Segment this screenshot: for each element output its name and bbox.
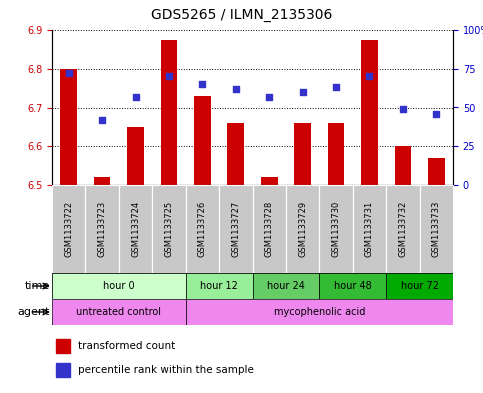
Bar (286, 185, 319, 273)
Point (165, 73, 173, 80)
Text: GDS5265 / ILMN_2135306: GDS5265 / ILMN_2135306 (151, 8, 332, 22)
Bar (119, 185, 152, 273)
Point (432, 110, 440, 117)
Bar (319, 273, 386, 299)
Bar (327, 123, 344, 185)
Bar (395, 146, 411, 185)
Text: untreated control: untreated control (76, 307, 161, 317)
Bar (94, 177, 111, 185)
Bar (52, 185, 85, 273)
Bar (185, 273, 253, 299)
Bar (428, 158, 445, 185)
Bar (294, 123, 311, 185)
Text: GSM1133729: GSM1133729 (298, 201, 307, 257)
Text: hour 48: hour 48 (334, 281, 371, 291)
Bar (127, 127, 144, 185)
Text: GSM1133722: GSM1133722 (64, 201, 73, 257)
Text: hour 0: hour 0 (103, 281, 135, 291)
Bar (185, 185, 219, 273)
Point (265, 94, 273, 100)
Bar (319, 185, 353, 273)
Point (65, 70, 72, 77)
Bar (386, 185, 420, 273)
Point (232, 86, 240, 92)
Text: GSM1133724: GSM1133724 (131, 201, 140, 257)
Text: mycophenolic acid: mycophenolic acid (274, 307, 365, 317)
Text: time: time (25, 281, 50, 291)
Text: hour 24: hour 24 (267, 281, 305, 291)
Text: GSM1133725: GSM1133725 (164, 201, 173, 257)
Bar (56, 363, 70, 376)
Text: GSM1133730: GSM1133730 (331, 201, 341, 257)
Bar (194, 96, 211, 185)
Bar (253, 185, 286, 273)
Text: GSM1133726: GSM1133726 (198, 201, 207, 257)
Bar (56, 338, 70, 353)
Bar (52, 299, 185, 325)
Point (199, 81, 206, 87)
Bar (185, 299, 453, 325)
Bar (85, 185, 119, 273)
Text: hour 72: hour 72 (400, 281, 439, 291)
Bar (152, 185, 185, 273)
Bar (386, 273, 453, 299)
Text: agent: agent (17, 307, 50, 317)
Point (98, 117, 106, 123)
Bar (52, 273, 185, 299)
Text: GSM1133733: GSM1133733 (432, 201, 441, 257)
Bar (420, 185, 453, 273)
Bar (161, 40, 177, 185)
Text: transformed count: transformed count (78, 341, 175, 351)
Bar (353, 185, 386, 273)
Text: GSM1133723: GSM1133723 (98, 201, 107, 257)
Point (366, 73, 373, 80)
Text: GSM1133727: GSM1133727 (231, 201, 240, 257)
Point (332, 84, 340, 90)
Text: GSM1133728: GSM1133728 (265, 201, 274, 257)
Bar (253, 273, 319, 299)
Bar (261, 177, 278, 185)
Point (399, 106, 407, 112)
Bar (219, 185, 253, 273)
Bar (60, 69, 77, 185)
Point (299, 89, 307, 95)
Bar (227, 123, 244, 185)
Point (132, 94, 140, 100)
Text: GSM1133732: GSM1133732 (398, 201, 407, 257)
Text: hour 12: hour 12 (200, 281, 238, 291)
Text: percentile rank within the sample: percentile rank within the sample (78, 365, 254, 375)
Text: GSM1133731: GSM1133731 (365, 201, 374, 257)
Bar (361, 40, 378, 185)
